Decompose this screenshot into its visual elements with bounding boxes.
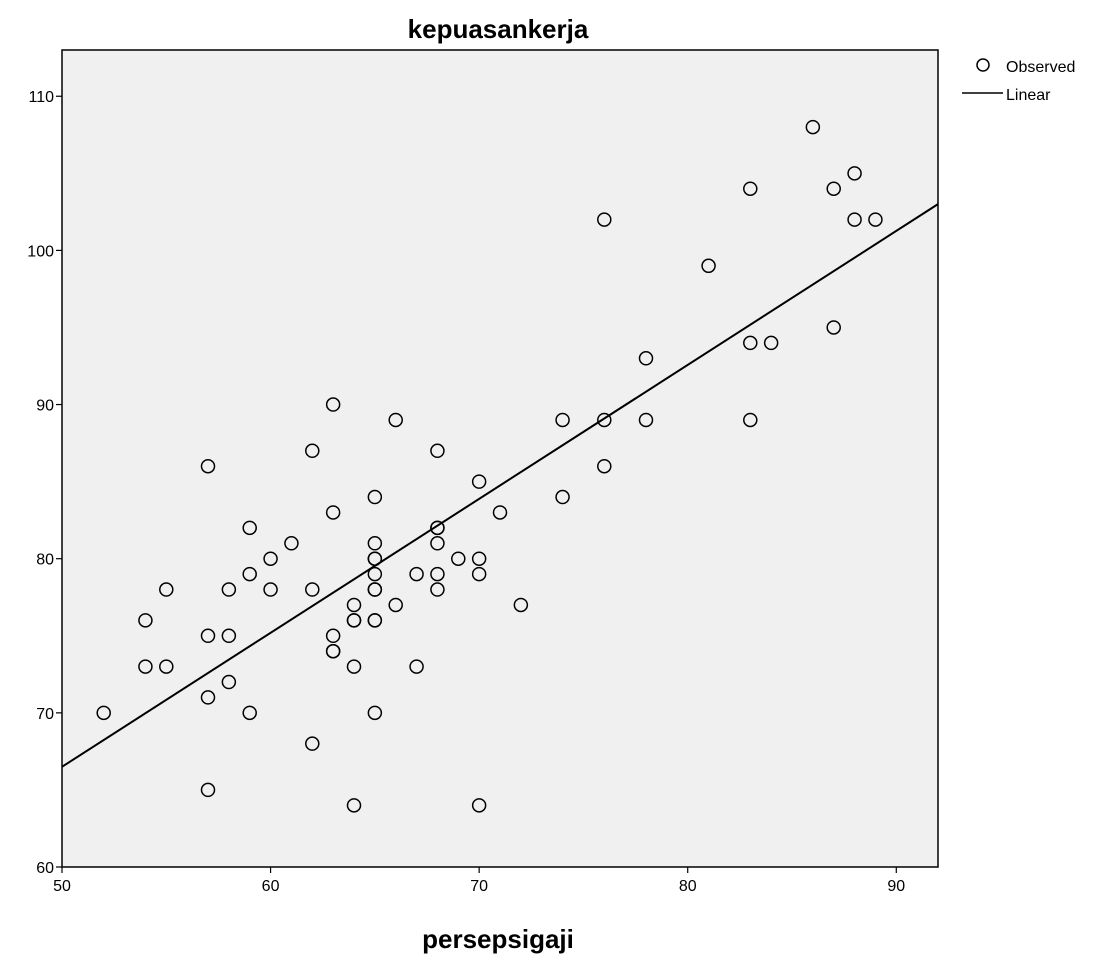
observed-point [701,258,716,274]
observed-point [284,536,299,551]
observed-point [367,613,383,628]
observed-point [743,335,758,351]
observed-point [847,166,862,181]
observed-point [597,412,612,428]
x-tick-label: 90 [887,878,905,895]
observed-point [367,582,383,597]
x-tick-label: 80 [679,878,697,895]
observed-point [325,643,341,659]
observed-point [763,335,779,351]
observed-point [805,119,821,135]
plot-area [61,49,939,868]
observed-point [346,597,362,613]
observed-point [159,582,174,597]
x-tick-label: 50 [53,878,71,895]
observed-point [597,458,612,474]
observed-point [263,551,278,566]
observed-point [471,551,487,566]
y-tick-label: 110 [28,89,54,106]
observed-point [409,659,424,674]
observed-point [200,782,216,798]
observed-point [555,412,570,428]
y-tick-label: 70 [36,706,54,723]
observed-point [367,489,383,505]
observed-point [325,628,341,644]
observed-point [200,690,216,705]
y-tick-label: 100 [27,243,54,260]
observed-points-layer [96,119,883,813]
observed-point [242,566,257,582]
linear-fit-line [61,203,939,768]
observed-point [430,443,445,459]
x-axis-title: persepsigaji [422,924,574,954]
observed-point [451,551,466,566]
observed-point [743,412,758,428]
observed-point [367,566,383,582]
fit-line-layer [61,203,939,768]
observed-point [305,736,320,751]
observed-point [471,474,487,489]
observed-point [638,351,654,366]
observed-point [430,520,445,536]
observed-point [638,412,654,428]
chart-title: kepuasankerja [408,14,589,44]
y-tick-label: 60 [36,860,54,877]
legend-observed-label: Observed [1006,59,1075,76]
observed-point [221,628,237,644]
y-tick-label: 90 [36,398,54,415]
observed-point [346,798,362,813]
observed-point [263,582,278,597]
observed-point [242,520,257,536]
y-tick-label: 80 [36,552,54,569]
observed-point [138,613,153,628]
x-tick-label: 60 [262,878,280,895]
observed-point [367,551,383,566]
observed-point [471,798,487,813]
observed-point [367,536,383,551]
observed-point [367,705,383,721]
legend: Observed Linear [962,58,1075,104]
observed-point [847,212,862,227]
observed-point [597,212,612,227]
observed-point [138,659,153,674]
observed-point [200,458,216,474]
observed-point [325,397,341,412]
observed-point [346,659,362,674]
observed-point [346,613,362,628]
observed-point [555,489,570,505]
observed-point [242,705,257,721]
observed-point [471,566,487,582]
observed-point [388,412,403,428]
observed-point [96,705,111,721]
y-axis: 60 70 80 90 100 110 [27,89,62,877]
observed-point [325,505,341,520]
x-axis: 50 60 70 80 90 [53,867,905,895]
observed-point [430,582,445,597]
observed-point [200,628,216,644]
observed-point [221,674,237,690]
observed-point [305,443,320,459]
observed-point [743,181,758,196]
observed-point [430,536,445,551]
legend-observed-marker [976,58,990,72]
observed-point [826,181,841,196]
observed-point [492,505,508,520]
observed-point [826,320,841,335]
observed-point [159,659,174,674]
observed-point [430,566,445,582]
x-tick-label: 70 [470,878,488,895]
observed-point [221,582,237,597]
observed-point [868,212,883,227]
observed-point [409,566,424,582]
observed-point [513,597,529,613]
observed-point [305,582,320,597]
legend-linear-label: Linear [1006,87,1051,104]
observed-point [388,597,403,613]
